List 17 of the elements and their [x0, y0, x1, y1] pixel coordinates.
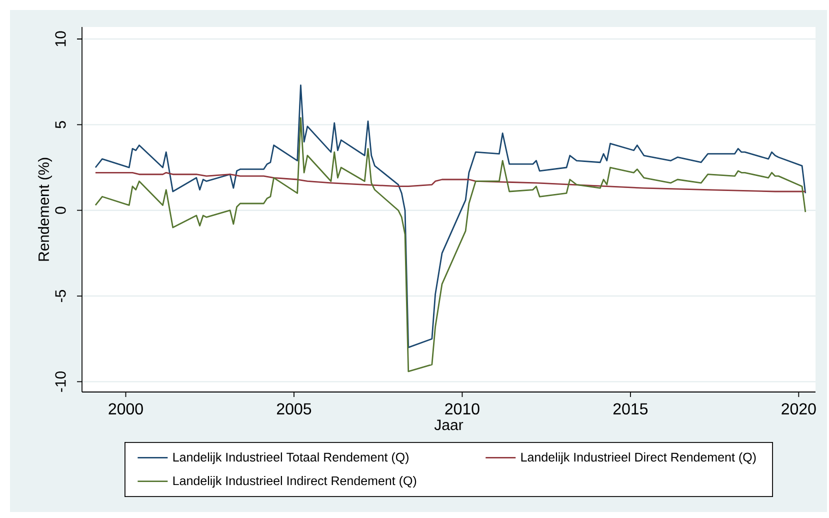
- x-axis-title: Jaar: [434, 420, 464, 430]
- x-tick-label: 2015: [613, 403, 648, 415]
- y-tick-label: 5: [55, 121, 66, 128]
- legend-label: Landelijk Industrieel Totaal Rendement (Q): [173, 452, 408, 464]
- y-tick-label: 0: [55, 206, 66, 214]
- x-tick-label: 2010: [445, 403, 480, 415]
- legend-label: Landelijk Industrieel Indirect Rendement (Q): [173, 476, 416, 488]
- y-axis-title: Rendement (%): [38, 158, 52, 261]
- line-series: [94, 117, 806, 372]
- legend-label: Landelijk Industrieel Direct Rendement (Q): [521, 452, 756, 464]
- line-series: [94, 84, 806, 348]
- x-tick-label: 2000: [108, 403, 143, 415]
- y-tick-label: -5: [55, 290, 66, 302]
- x-tick-label: 2005: [276, 403, 312, 415]
- x-tick-label: 2020: [782, 403, 816, 415]
- y-tick-label: 10: [55, 31, 66, 46]
- y-tick-label: -10: [55, 371, 66, 392]
